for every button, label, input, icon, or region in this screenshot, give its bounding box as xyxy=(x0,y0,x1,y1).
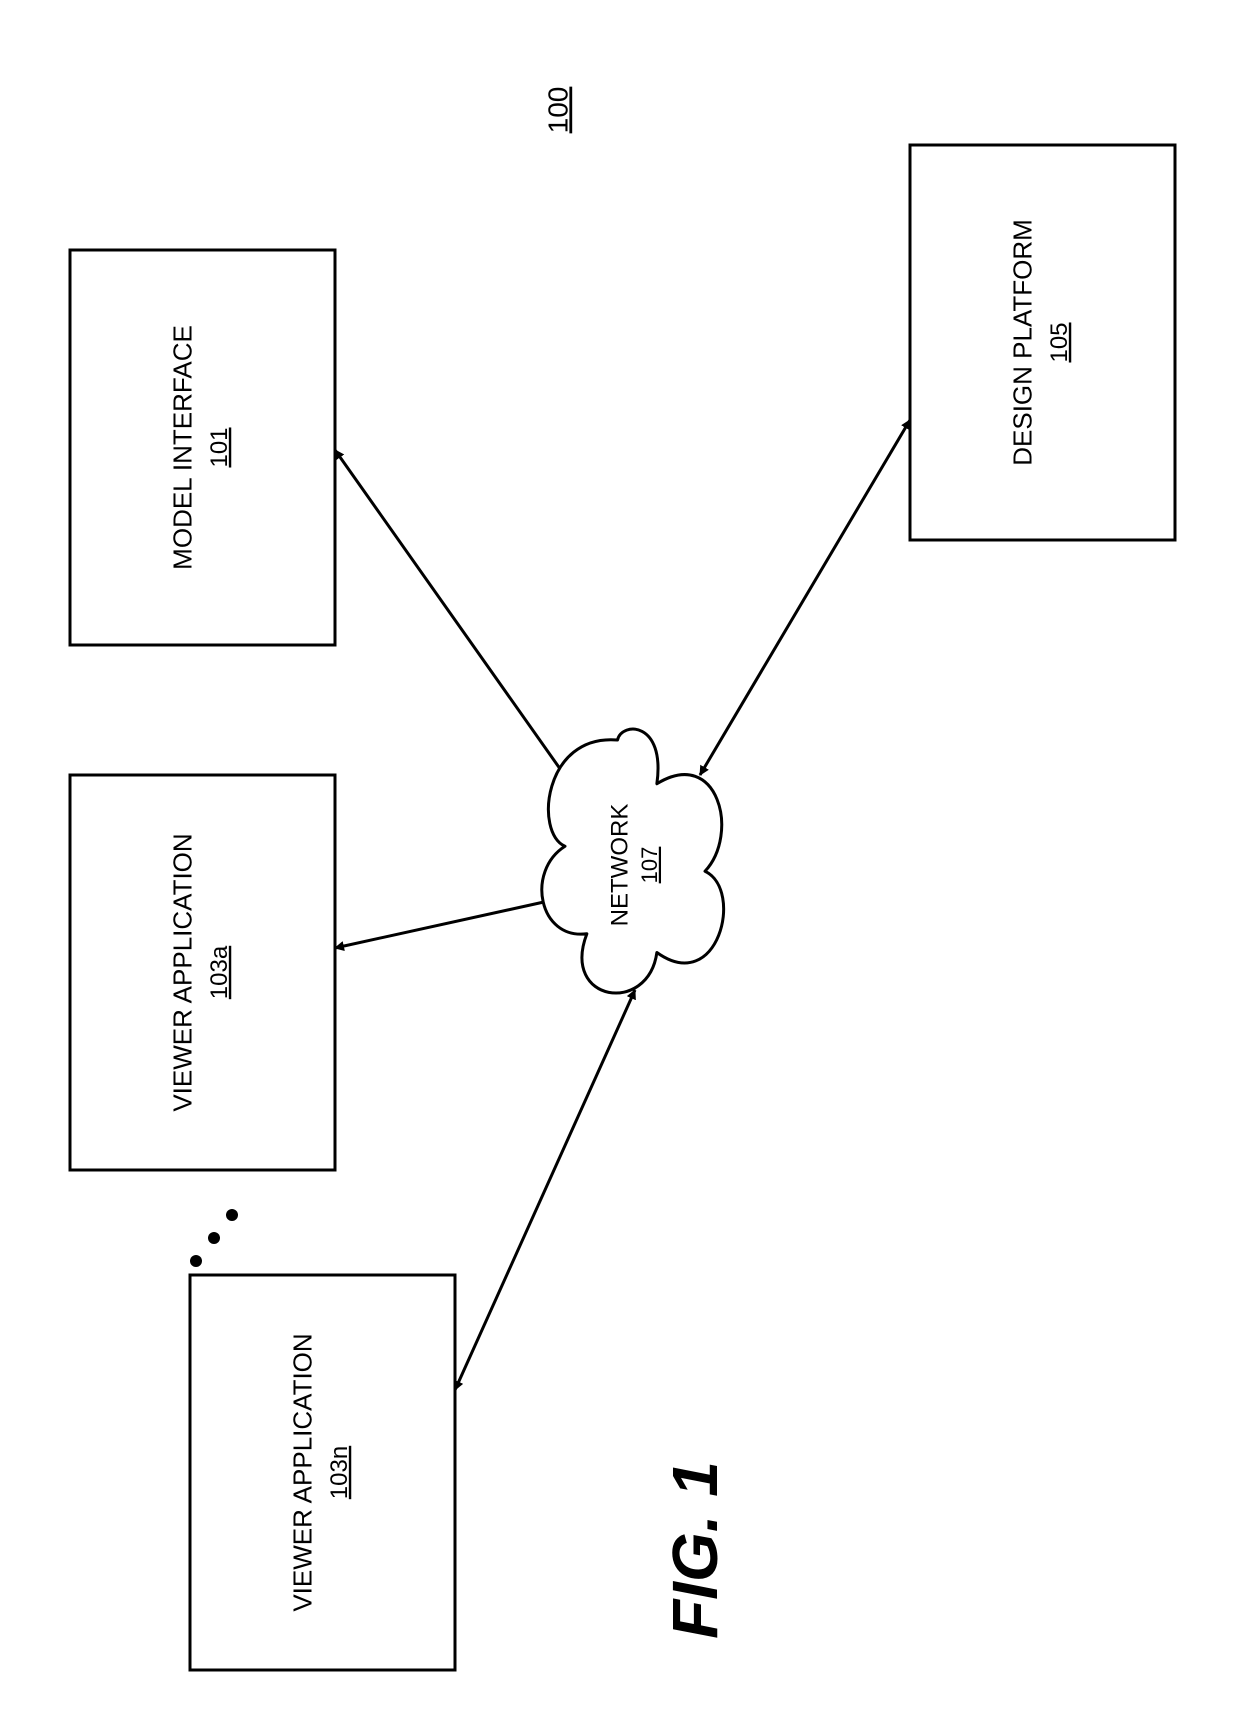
node-network: NETWORK107 xyxy=(542,729,724,993)
ellipsis-dot-1 xyxy=(208,1232,220,1244)
node-viewer_n-label-1: 103n xyxy=(326,1446,353,1499)
ellipsis-dot-2 xyxy=(190,1255,202,1267)
node-design_platform-label-0: DESIGN PLATFORM xyxy=(1007,219,1037,466)
edge-2 xyxy=(455,990,635,1390)
ellipsis xyxy=(190,1209,238,1267)
node-model_interface: MODEL INTERFACE 101 xyxy=(70,250,335,645)
node-design_platform: DESIGN PLATFORM 105 xyxy=(910,145,1175,540)
edge-0 xyxy=(335,450,575,790)
node-viewer_a-label-1: 103a xyxy=(206,945,233,999)
node-viewer_n-label-0: VIEWER APPLICATION xyxy=(287,1333,317,1611)
figure-label: FIG. 1 xyxy=(659,1461,731,1639)
node-viewer_a: VIEWER APPLICATION 103a xyxy=(70,775,335,1170)
system-ref-label: 100 xyxy=(542,87,573,134)
node-viewer_n: VIEWER APPLICATION 103n xyxy=(190,1275,455,1670)
ellipsis-dot-0 xyxy=(226,1209,238,1221)
node-model_interface-label-0: MODEL INTERFACE xyxy=(167,325,197,570)
node-design_platform-label-1: 105 xyxy=(1046,322,1073,362)
node-model_interface-label-1: 101 xyxy=(206,427,233,467)
edge-1 xyxy=(335,900,553,948)
node-network-label-1: 107 xyxy=(637,847,662,884)
node-viewer_a-label-0: VIEWER APPLICATION xyxy=(167,833,197,1111)
edge-3 xyxy=(700,420,910,775)
node-network-label-0: NETWORK xyxy=(606,804,633,927)
nodes-layer: MODEL INTERFACE 101 VIEWER APPLICATION 103a… xyxy=(70,145,1175,1670)
